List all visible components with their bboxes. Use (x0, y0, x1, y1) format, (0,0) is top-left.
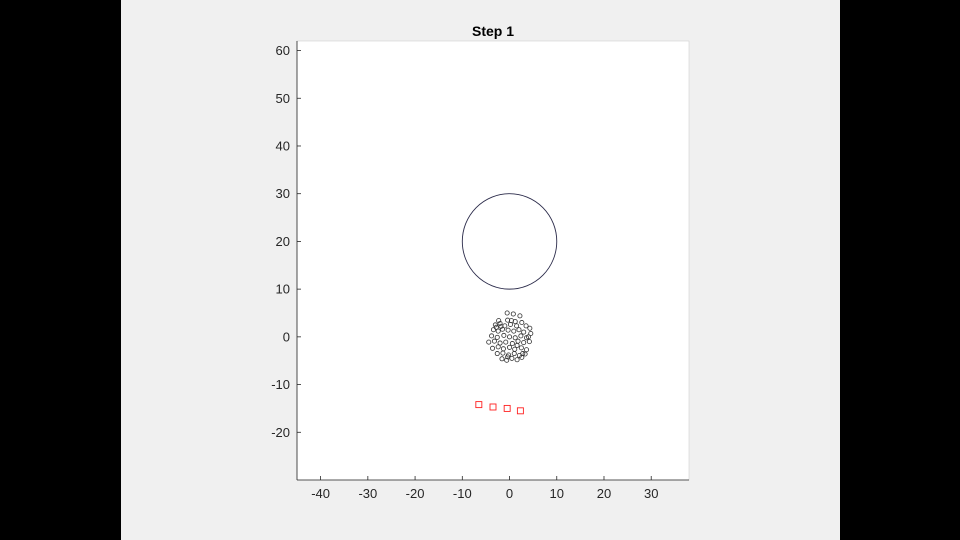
particle-point (504, 310, 510, 316)
particle-point (504, 357, 510, 363)
particle-point (486, 339, 492, 345)
particle-point (495, 344, 501, 350)
particle-point (527, 325, 533, 331)
particle-point (519, 354, 525, 360)
y-tick-label: 10 (276, 282, 290, 297)
y-tick-label: 40 (276, 138, 290, 153)
particle-point (521, 329, 527, 335)
particle-point (505, 327, 511, 333)
particle-point (492, 322, 498, 328)
x-tick-label: 20 (597, 486, 611, 501)
particle-point (518, 345, 524, 351)
particle-point (509, 341, 515, 347)
particle-point (495, 328, 501, 334)
particle-point (521, 340, 527, 346)
figure-window: Step 1 -40 -30 -20 -10 0 10 20 30 -20 -10 0 10 20 30… (121, 0, 840, 540)
particle-point (512, 335, 518, 341)
y-tick-label: 0 (283, 329, 290, 344)
x-tick-label: 0 (506, 486, 513, 501)
x-tick-label: -10 (453, 486, 472, 501)
particle-point (491, 338, 497, 344)
particle-point (518, 333, 524, 339)
particle-point (510, 311, 516, 317)
red-square-marker (475, 401, 483, 409)
x-axis: -40 -30 -20 -10 0 10 20 30 (297, 476, 689, 501)
particle-point (519, 320, 525, 326)
plot-canvas: Step 1 -40 -30 -20 -10 0 10 20 30 -20 -10 0 10 20 30… (271, 23, 690, 501)
particle-point (497, 340, 503, 346)
particle-point (514, 342, 520, 348)
particle-point (498, 323, 504, 329)
axes-box (296, 40, 690, 481)
red-square-marker (516, 407, 524, 415)
y-tick-label: -10 (271, 377, 290, 392)
particle-point (522, 351, 528, 357)
particle-point (490, 345, 496, 351)
particle-point (503, 339, 509, 345)
y-tick-label: 20 (276, 234, 290, 249)
particle-point (507, 321, 513, 327)
particle-point (528, 331, 534, 337)
red-square-marker (503, 404, 511, 412)
particle-point (512, 319, 518, 325)
plot-area (461, 193, 558, 415)
particle-point (493, 324, 499, 330)
particle-point (496, 318, 502, 324)
particle-point (511, 328, 517, 334)
particle-point (511, 351, 517, 357)
particle-point (509, 355, 515, 361)
particle-point (497, 320, 503, 326)
particle-point (489, 333, 495, 339)
y-tick-label: -20 (271, 425, 290, 440)
particle-point (501, 332, 507, 338)
particle-point (517, 313, 523, 319)
particle-point (514, 357, 520, 363)
particle-point (499, 356, 505, 362)
particle-point (500, 350, 506, 356)
y-tick-label: 60 (276, 43, 290, 58)
red-square-marker (489, 403, 497, 411)
chart-title: Step 1 (472, 23, 514, 39)
y-tick-label: 50 (276, 91, 290, 106)
obstacle-circle (461, 193, 558, 290)
particle-point (505, 354, 511, 360)
x-tick-label: -30 (358, 486, 377, 501)
x-tick-label: -40 (311, 486, 330, 501)
particle-point (516, 327, 522, 333)
particle-point (526, 339, 532, 345)
particle-point (523, 323, 529, 329)
x-tick-label: -20 (406, 486, 425, 501)
x-tick-label: 30 (644, 486, 658, 501)
particle-point (514, 323, 520, 329)
particle-point (507, 344, 513, 350)
x-tick-label: 10 (550, 486, 564, 501)
particle-point (494, 334, 500, 340)
particle-point (524, 347, 530, 353)
particle-point (494, 351, 500, 357)
y-axis: -20 -10 0 10 20 30 40 50 60 (271, 41, 301, 480)
particle-point (507, 334, 513, 340)
particle-point (499, 326, 505, 332)
particle-point (525, 334, 531, 340)
y-tick-label: 30 (276, 186, 290, 201)
